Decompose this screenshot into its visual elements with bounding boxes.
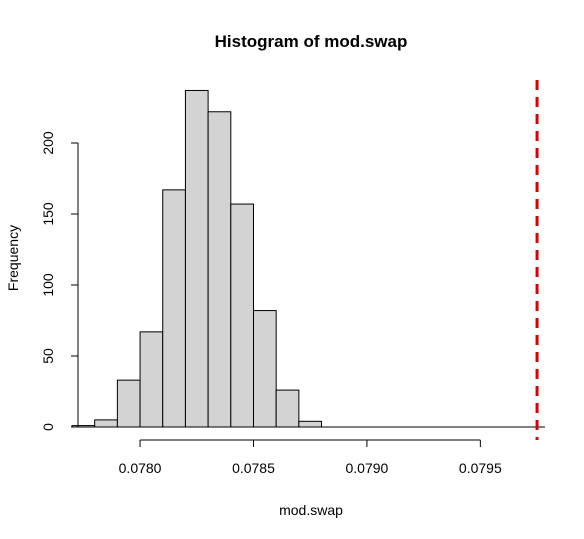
x-tick-label-3: 0.0795 (459, 460, 502, 476)
x-axis-label: mod.swap (279, 502, 343, 518)
x-tick-label-1: 0.0785 (232, 460, 275, 476)
histogram-bar-7 (230, 203, 254, 428)
histogram-bar-5 (184, 89, 209, 428)
histogram-bar-4 (162, 189, 186, 428)
y-tick-label-2: 100 (40, 273, 56, 297)
x-tick-label-0: 0.0780 (119, 460, 162, 476)
chart-title: Histogram of mod.swap (215, 32, 408, 51)
histogram-bar-3 (139, 331, 164, 428)
x-tick-label-2: 0.0790 (346, 460, 389, 476)
histogram-bar-1 (94, 419, 118, 428)
y-axis-label: Frequency (5, 225, 21, 291)
histogram-bars (71, 89, 545, 428)
histogram-bar-2 (116, 379, 141, 428)
histogram-bar-9 (275, 389, 300, 428)
y-tick-label-1: 50 (40, 348, 56, 364)
y-axis: 0 50 100 150 200 (40, 131, 79, 431)
y-tick-label-3: 150 (40, 202, 56, 226)
x-axis: 0.0780 0.0785 0.0790 0.0795 (119, 439, 502, 476)
histogram-bar-10 (298, 420, 323, 428)
histogram-bar-6 (207, 111, 232, 428)
histogram-bar-8 (252, 310, 277, 428)
y-tick-label-4: 200 (40, 131, 56, 155)
y-tick-label-0: 0 (40, 423, 56, 431)
